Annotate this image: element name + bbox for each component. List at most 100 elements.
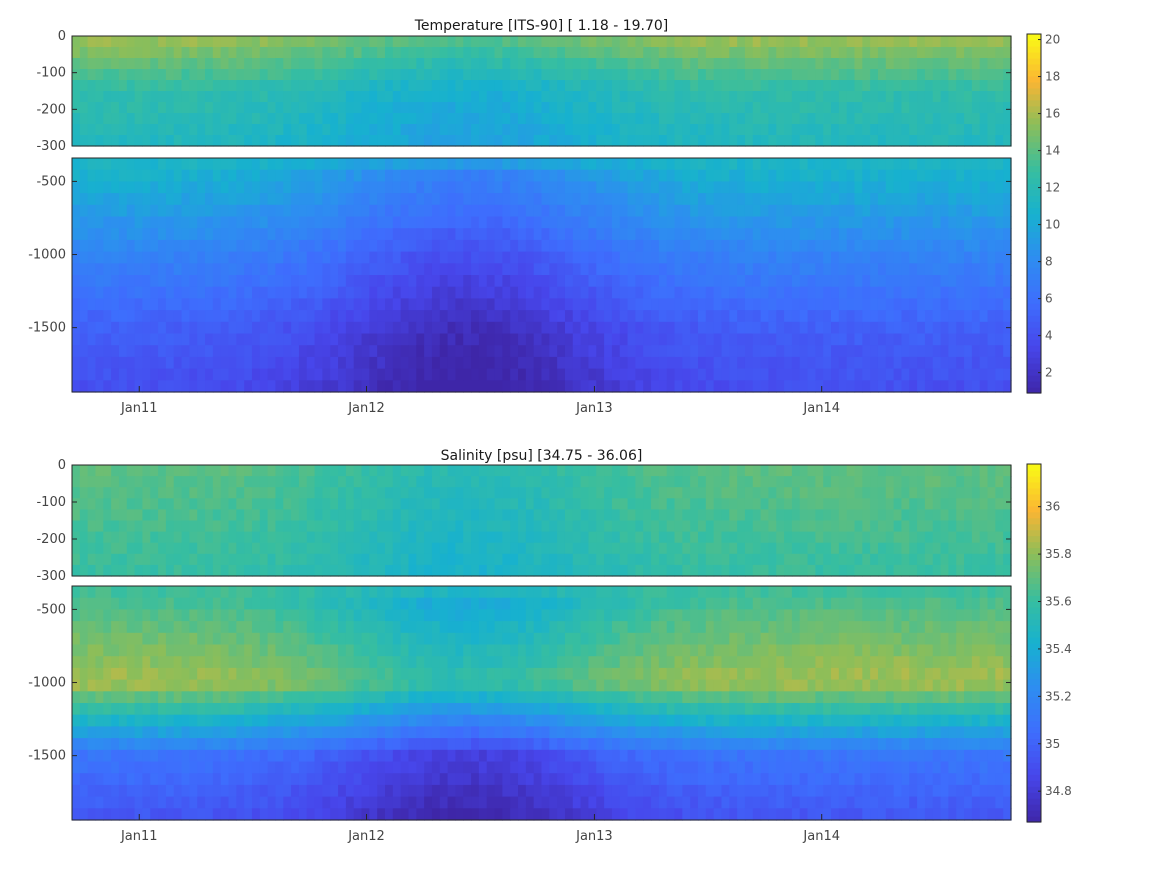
heatmap-cell [87, 667, 97, 681]
heatmap-cell [815, 520, 824, 533]
heatmap-cell [259, 216, 269, 229]
heatmap-cell [596, 80, 605, 92]
heatmap-cell [924, 47, 934, 59]
heatmap-cell [760, 251, 770, 264]
heatmap-cell [854, 36, 863, 48]
heatmap-cell [142, 47, 151, 59]
heatmap-cell [541, 380, 550, 393]
heatmap-cell [893, 251, 903, 264]
heatmap-cell [173, 239, 183, 253]
heatmap-cell [877, 124, 887, 136]
heatmap-cell [463, 509, 472, 522]
heatmap-cell [721, 286, 730, 299]
heatmap-cell [564, 193, 574, 206]
heatmap-cell [377, 36, 386, 48]
heatmap-cell [541, 498, 550, 510]
heatmap-cell [431, 158, 441, 171]
heatmap-cell [314, 380, 324, 393]
heatmap-cell [463, 333, 472, 346]
heatmap-cell [478, 487, 488, 499]
heatmap-cell [322, 310, 331, 323]
colorbar-segment [1027, 147, 1041, 155]
heatmap-cell [658, 228, 668, 241]
heatmap-cell [815, 216, 824, 229]
heatmap-cell [815, 356, 824, 370]
heatmap-cell [611, 124, 621, 136]
heatmap-cell [549, 216, 558, 229]
heatmap-cell [838, 135, 848, 147]
heatmap-cell [932, 345, 942, 358]
heatmap-cell [635, 69, 644, 81]
heatmap-cell [502, 91, 511, 103]
heatmap-cell [768, 345, 777, 358]
heatmap-cell [995, 487, 1004, 499]
heatmap-cell [932, 275, 942, 288]
heatmap-cell [205, 263, 214, 276]
heatmap-cell [447, 345, 457, 358]
heatmap-cell [118, 310, 128, 323]
heatmap-cell [596, 333, 605, 346]
heatmap-cell [283, 520, 292, 533]
heatmap-cell [275, 531, 284, 544]
heatmap-cell [338, 333, 347, 346]
heatmap-cell [979, 509, 989, 522]
heatmap-cell [165, 58, 175, 70]
heatmap-cell [330, 239, 339, 253]
heatmap-cell [502, 124, 511, 136]
heatmap-cell [392, 520, 402, 533]
colorbar-tick-label: 4 [1045, 329, 1053, 343]
heatmap-cell [197, 564, 206, 577]
heatmap-cell [205, 158, 214, 171]
heatmap-cell [236, 36, 245, 48]
heatmap-cell [400, 553, 410, 566]
heatmap-cell [478, 124, 488, 136]
heatmap-cell [682, 380, 691, 393]
heatmap-cell [298, 465, 308, 477]
heatmap-cell [604, 465, 613, 477]
heatmap-cell [791, 564, 801, 577]
heatmap-cell [1003, 542, 1012, 555]
heatmap-cell [729, 47, 738, 59]
heatmap-cell [369, 181, 378, 194]
heatmap-cell [932, 356, 942, 370]
heatmap-cell [1003, 509, 1012, 522]
heatmap-cell [729, 216, 738, 229]
heatmap-cell [658, 275, 668, 288]
heatmap-cell [431, 36, 441, 48]
heatmap-cell [486, 275, 496, 288]
heatmap-cell [181, 476, 190, 488]
heatmap-cell [408, 520, 417, 533]
heatmap-cell [791, 239, 801, 253]
heatmap-cell [604, 113, 613, 125]
heatmap-cell [932, 181, 942, 194]
heatmap-cell [165, 333, 175, 346]
heatmap-cell [549, 228, 558, 241]
heatmap-cell [494, 564, 503, 577]
heatmap-cell [510, 36, 519, 48]
heatmap-cell [807, 102, 816, 114]
heatmap-cell [463, 368, 472, 381]
heatmap-cell [572, 239, 582, 253]
heatmap-cell [580, 158, 590, 171]
heatmap-cell [87, 310, 97, 323]
heatmap-cell [471, 69, 480, 81]
colorbar-tick-label: 6 [1045, 292, 1053, 306]
heatmap-cell [236, 321, 245, 335]
heatmap-cell [901, 553, 910, 566]
heatmap-cell [823, 251, 832, 264]
heatmap-cell [690, 356, 699, 370]
heatmap-cell [87, 784, 97, 798]
heatmap-cell [134, 368, 144, 381]
heatmap-cell [572, 275, 582, 288]
heatmap-cell [439, 542, 449, 555]
heatmap-cell [799, 58, 809, 70]
heatmap-cell [924, 368, 934, 381]
heatmap-cell [400, 158, 410, 171]
heatmap-cell [635, 102, 644, 114]
heatmap-cell [768, 298, 777, 311]
heatmap-cell [682, 498, 691, 510]
heatmap-cell [228, 321, 237, 335]
heatmap-cell [1003, 135, 1012, 147]
heatmap-cell [658, 310, 668, 323]
heatmap-cell [377, 216, 386, 229]
